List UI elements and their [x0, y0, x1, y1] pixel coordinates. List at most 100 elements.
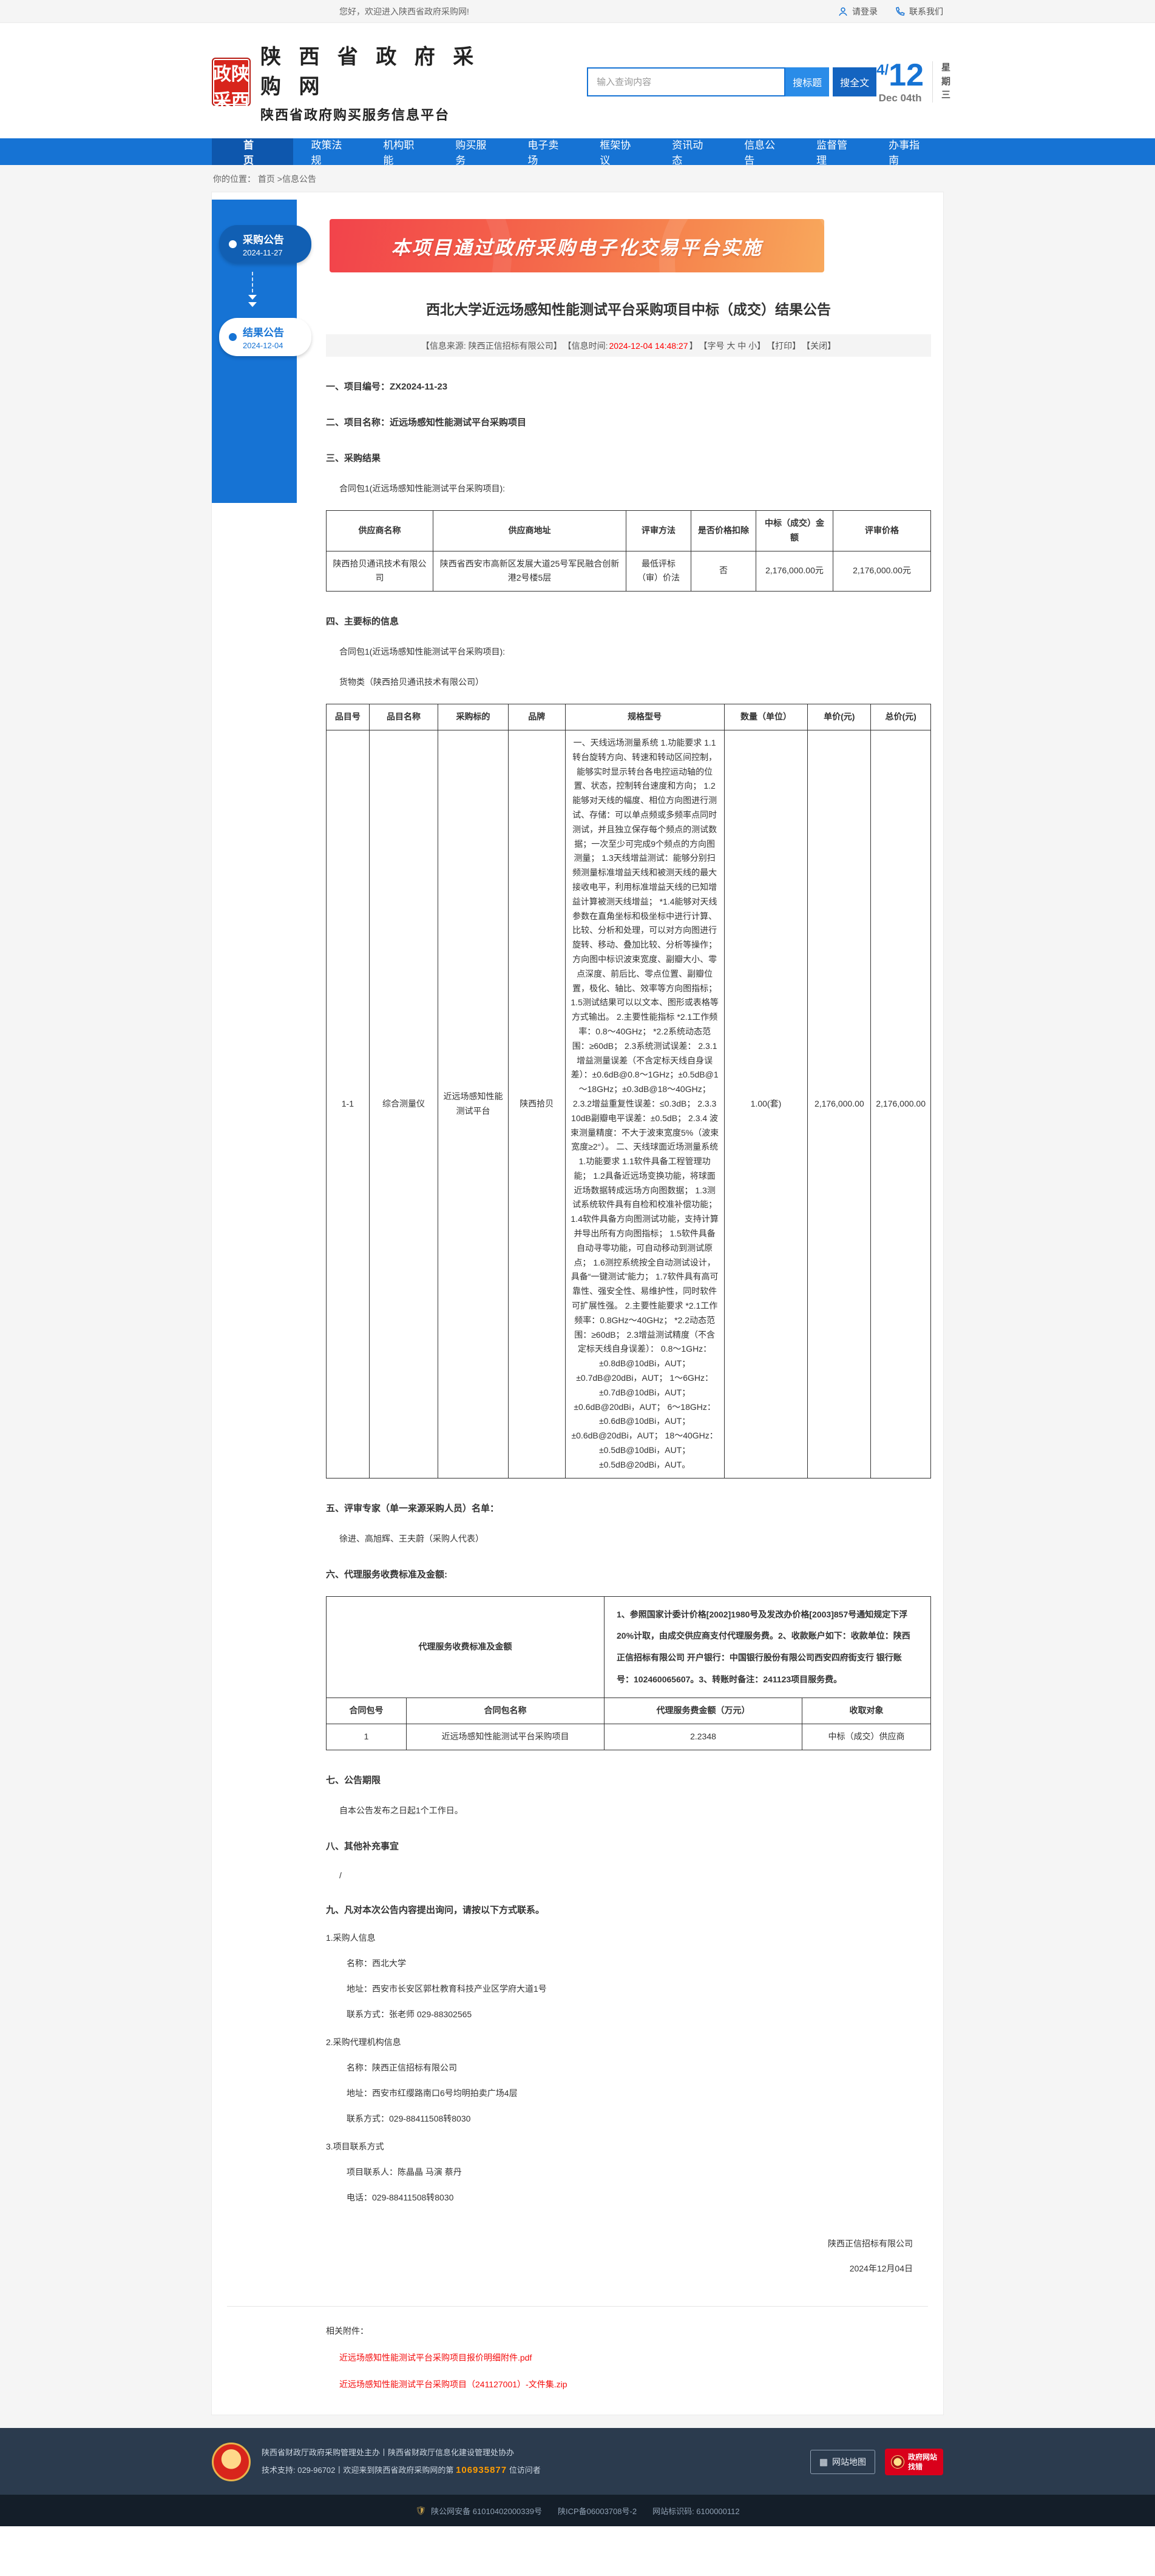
site-logo: 政 陕 采 西	[212, 58, 251, 111]
section-result-heading: 三、采购结果	[326, 453, 381, 464]
sidebar-item-purchase-announcement[interactable]: 采购公告 2024-11-27	[219, 225, 311, 263]
date-weekday: 星期三	[932, 61, 950, 103]
welcome-text: 您好，欢迎进入陕西省政府采购网!	[339, 7, 469, 16]
breadcrumb-home[interactable]: 首页	[257, 174, 275, 184]
item-no: 1-1	[326, 729, 370, 1479]
table-row: 代理服务收费标准及金额 1、参照国家计委计价格[2002]1980号及发改办价格…	[326, 1596, 931, 1699]
breadcrumb-current: 信息公告	[282, 174, 316, 184]
agency-contact: 联系方式：029-88411508转8030	[347, 2113, 471, 2123]
icp-record-number[interactable]: 陕ICP备06003708号-2	[557, 2506, 637, 2516]
user-icon	[838, 6, 848, 17]
package-note: 合同包1(近远场感知性能测试平台采购项目):	[339, 484, 505, 493]
sidebar-item-result-announcement[interactable]: 结果公告 2024-12-04	[219, 318, 311, 356]
print-button[interactable]: 【打印】	[767, 340, 801, 351]
info-time: 2024-12-04 14:48:27	[609, 340, 688, 351]
agency-info: 2.采购代理机构信息 名称：陕西正信招标有限公司 地址：西安市红缨路南口6号均明…	[326, 2036, 931, 2125]
items-table: 品目号 品目名称 采购标的 品牌 规格型号 数量（单位） 单价(元) 总价(元)…	[326, 704, 931, 1479]
purchaser-address: 地址：西安市长安区郭杜教育科技产业区学府大道1号	[347, 1983, 547, 1994]
experts-list: 徐进、高旭辉、王夫蔚（采购人代表）	[339, 1533, 484, 1543]
font-size-control[interactable]: 【字号 大 中 小】	[699, 340, 766, 351]
brand: 陕西拾贝	[507, 729, 566, 1479]
date-month: 4/	[876, 62, 889, 78]
logo-block[interactable]: 政 陕 采 西 陕 西 省 政 府 采 购 网 陕西省政府购买服务信息平台	[212, 40, 508, 124]
attachment-zip-link[interactable]: 近远场感知性能测试平台采购项目（241127001）-文件集.zip	[339, 2379, 567, 2390]
login-link[interactable]: 请登录	[838, 5, 878, 18]
search-title-button[interactable]: 搜标题	[785, 67, 830, 96]
package-note-2: 合同包1(近远场感知性能测试平台采购项目):	[339, 647, 505, 657]
police-record-number[interactable]: 陕公网安备 61010402000339号	[431, 2506, 542, 2516]
site-subtitle: 陕西省政府购买服务信息平台	[260, 107, 450, 123]
site-identification-code: 网站标识码: 6100000112	[652, 2506, 740, 2516]
shield-icon: 🛡	[415, 2505, 427, 2515]
table-row: 1 近远场感知性能测试平台采购项目 2.2348 中标（成交）供应商	[326, 1724, 931, 1750]
project-contact-person: 项目联系人：陈晶晶 马演 蔡丹	[347, 2166, 462, 2177]
review-method: 最低评标（审）价法	[626, 550, 691, 592]
nav-item-announcements[interactable]: 信息公告	[744, 140, 776, 166]
dot-icon	[229, 333, 237, 341]
unit-price: 2,176,000.00	[807, 729, 872, 1479]
project-name: 近远场感知性能测试平台采购项目	[390, 417, 527, 428]
footer-support-line: 技术支持: 029-96702丨欢迎来到陕西省政府采购网的第 106935877…	[262, 2465, 541, 2476]
project-number: ZX2024-11-23	[390, 382, 448, 392]
agency-fee-description: 1、参照国家计委计价格[2002]1980号及发改办价格[2003]857号通知…	[604, 1596, 931, 1699]
contract-package-no: 1	[326, 1724, 407, 1750]
contact-link[interactable]: 联系我们	[895, 5, 943, 18]
breadcrumb: 你的位置： 首页 >信息公告	[213, 174, 316, 184]
purchaser-name: 名称：西北大学	[347, 1958, 406, 1968]
section-experts: 五、评审专家（单一来源采购人员）名单：	[326, 1503, 500, 1514]
section-subject-info: 四、主要标的信息	[326, 616, 399, 627]
agency-fee-label: 代理服务收费标准及金额	[326, 1596, 605, 1699]
signature-date: 2024年12月04日	[849, 2263, 913, 2273]
date-day: 12	[889, 58, 924, 93]
sitemap-button[interactable]: ▦ 网站地图	[810, 2450, 875, 2475]
search-block: 搜标题 搜全文	[587, 67, 877, 96]
search-fulltext-button[interactable]: 搜全文	[833, 67, 877, 96]
emblem-icon	[890, 2455, 904, 2469]
info-source: 【信息来源: 陕西正信招标有限公司】	[421, 340, 562, 351]
section-announcement-period: 七、公告期限	[326, 1775, 381, 1785]
item-name: 综合测量仪	[368, 729, 439, 1479]
footer-organizer-line: 陕西省财政厅政府采购管理处主办丨陕西省财政厅信息化建设管理处协办	[262, 2447, 515, 2457]
nav-item-policies[interactable]: 政策法规	[311, 140, 342, 166]
review-price: 2,176,000.00元	[833, 550, 931, 592]
site-title: 陕 西 省 政 府 采 购 网	[260, 46, 480, 98]
agency-address: 地址：西安市红缨路南口6号均明拍卖广场4层	[347, 2088, 518, 2098]
page-title: 西北大学近远场感知性能测试平台采购项目中标（成交）结果公告	[426, 302, 831, 317]
nav-item-purchase-service[interactable]: 购买服务	[455, 140, 487, 166]
attachment-pdf-link[interactable]: 近远场感知性能测试平台采购项目报价明细附件.pdf	[339, 2353, 532, 2363]
spec-model: 一、天线远场测量系统 1.功能要求 1.1转台旋转方向、转速和转动区间控制，能够…	[564, 729, 725, 1479]
total-price: 2,176,000.00	[870, 729, 931, 1479]
section-other-matters: 八、其他补充事宜	[326, 1841, 399, 1852]
arrow-down-icon	[248, 272, 257, 309]
table-row: 陕西拾贝通讯技术有限公司 陕西省西安市高新区发展大道25号军民融合创新港2号楼5…	[326, 550, 931, 592]
nav-item-home[interactable]: 首页	[212, 138, 294, 166]
nav-item-news[interactable]: 资讯动态	[672, 140, 703, 166]
nav-item-guide[interactable]: 办事指南	[889, 140, 920, 166]
section-project-number: 一、项目编号：ZX2024-11-23	[326, 382, 448, 392]
nav-item-emall[interactable]: 电子卖场	[527, 140, 559, 166]
divider	[227, 2306, 928, 2307]
result-table: 供应商名称 供应商地址 评审方法 是否价格扣除 中标（成交）金额 评审价格 陕西…	[326, 510, 931, 592]
announcement-period-text: 自本公告发布之日起1个工作日。	[339, 1805, 463, 1815]
agency-name: 名称：陕西正信招标有限公司	[347, 2062, 457, 2072]
footer-emblem-logo: ★	[212, 2443, 251, 2482]
nav-item-framework[interactable]: 框架协议	[600, 140, 631, 166]
award-amount: 2,176,000.00元	[756, 550, 833, 592]
sidebar: 采购公告 2024-11-27 结果公告 2024-12-04	[212, 200, 311, 503]
search-input[interactable]	[587, 67, 786, 96]
nav-item-supervision[interactable]: 监督管理	[816, 140, 848, 166]
contract-package-name: 近远场感知性能测试平台采购项目	[406, 1724, 605, 1750]
agency-fee-amount: 2.2348	[604, 1724, 802, 1750]
site-error-report-badge[interactable]: 政府网站 找错	[885, 2449, 943, 2476]
banner-text: 本项目通过政府采购电子化交易平台实施	[391, 237, 763, 258]
table-header-row: 品目号 品目名称 采购标的 品牌 规格型号 数量（单位） 单价(元) 总价(元)	[326, 704, 931, 730]
section-agency-fee: 六、代理服务收费标准及金额:	[326, 1569, 447, 1580]
project-contact-info: 3.项目联系方式 项目联系人：陈晶晶 马演 蔡丹 电话：029-88411508…	[326, 2140, 931, 2203]
attachments-label: 相关附件：	[326, 2326, 368, 2336]
nav-item-functions[interactable]: 机构职能	[383, 140, 415, 166]
close-button[interactable]: 【关闭】	[802, 340, 836, 351]
footer-bottom-bar: 🛡 陕公网安备 61010402000339号 陕ICP备06003708号-2…	[0, 2495, 1155, 2527]
purchaser-info: 1.采购人信息 名称：西北大学 地址：西安市长安区郭杜教育科技产业区学府大道1号…	[326, 1932, 931, 2020]
main-nav: 首页 政策法规 机构职能 购买服务 电子卖场 框架协议 资讯动态 信息公告 监督…	[0, 138, 1155, 166]
dot-icon	[229, 240, 237, 248]
